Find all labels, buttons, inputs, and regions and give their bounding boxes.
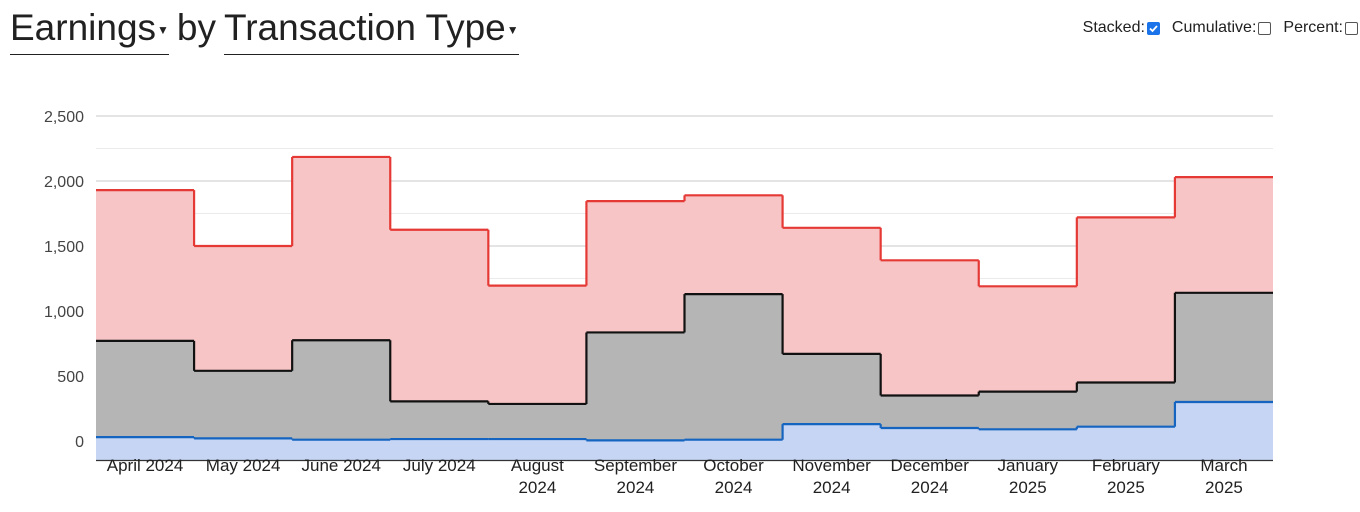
x-tick-label: September 2024 xyxy=(594,456,677,497)
stacked-option: Stacked: xyxy=(1083,19,1160,37)
percent-option: Percent: xyxy=(1283,19,1358,37)
y-tick-label: 2,500 xyxy=(44,109,84,126)
cumulative-option: Cumulative: xyxy=(1171,19,1272,37)
x-tick-label: February 2025 xyxy=(1092,456,1161,497)
x-tick-label: November 2024 xyxy=(792,456,871,497)
check-icon xyxy=(1149,24,1158,32)
metric-dropdown[interactable]: Earnings▼ xyxy=(10,4,169,56)
group-label: Transaction Type xyxy=(224,7,506,48)
y-tick-label: 2,000 xyxy=(44,174,84,191)
stacked-label: Stacked: xyxy=(1082,19,1145,36)
chevron-down-icon: ▼ xyxy=(157,23,169,38)
series-area xyxy=(96,402,1273,461)
y-tick-label: 0 xyxy=(75,434,84,451)
x-tick-label: June 2024 xyxy=(302,456,381,475)
y-tick-label: 1,000 xyxy=(44,304,84,321)
cumulative-checkbox[interactable] xyxy=(1258,21,1272,35)
chevron-down-icon: ▼ xyxy=(506,23,519,38)
by-label: by xyxy=(176,7,216,48)
x-tick-label: March 2025 xyxy=(1200,456,1247,497)
percent-label: Percent: xyxy=(1283,19,1343,36)
stacked-checkbox[interactable] xyxy=(1146,21,1160,35)
chart-title: Earnings▼ by Transaction Type▼ xyxy=(10,4,519,56)
x-tick-label: December 2024 xyxy=(890,456,969,497)
x-tick-label: October 2024 xyxy=(703,456,764,497)
y-tick-label: 1,500 xyxy=(44,239,84,256)
cumulative-label: Cumulative: xyxy=(1171,19,1257,36)
chart-options: Stacked: Cumulative: Percent: xyxy=(1083,19,1358,37)
percent-checkbox[interactable] xyxy=(1345,21,1358,35)
x-tick-label: May 2024 xyxy=(206,456,281,475)
y-tick-label: 500 xyxy=(57,369,84,386)
metric-label: Earnings xyxy=(10,7,157,48)
series-area xyxy=(96,292,1273,441)
x-tick-label: August 2024 xyxy=(511,456,564,497)
x-tick-label: April 2024 xyxy=(107,456,184,475)
x-tick-label: January 2025 xyxy=(998,456,1059,497)
group-dropdown[interactable]: Transaction Type▼ xyxy=(224,4,519,56)
x-tick-label: July 2024 xyxy=(403,456,476,475)
